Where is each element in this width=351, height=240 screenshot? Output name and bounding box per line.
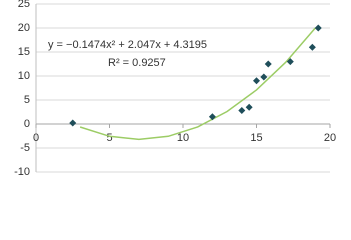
data-point xyxy=(69,119,77,127)
y-tick-label: 20 xyxy=(18,22,30,34)
y-tick-label: 15 xyxy=(18,46,30,58)
y-tick-label: 0 xyxy=(24,118,30,130)
y-tick-label: 10 xyxy=(18,70,30,82)
y-tick-label: -10 xyxy=(14,166,30,178)
data-point xyxy=(245,103,253,111)
x-tick-label: 15 xyxy=(250,132,262,144)
x-tick-label: 20 xyxy=(324,132,336,144)
data-point xyxy=(314,24,322,32)
y-tick-label: 5 xyxy=(24,94,30,106)
data-point xyxy=(264,60,272,68)
data-point xyxy=(253,77,260,85)
r-squared: R² = 0.9257 xyxy=(108,57,166,69)
data-point xyxy=(286,58,294,66)
trendline xyxy=(79,27,316,141)
y-tick-label: -5 xyxy=(20,142,30,154)
data-point xyxy=(260,73,268,81)
chart: y = −0.1474x² + 2.047x + 4.3195 R² = 0.9… xyxy=(14,0,336,178)
x-tick-label: 5 xyxy=(106,132,112,144)
trend-equation: y = −0.1474x² + 2.047x + 4.3195 xyxy=(48,39,207,51)
data-point xyxy=(238,107,246,115)
data-point xyxy=(308,43,316,51)
y-tick-label: 25 xyxy=(18,0,30,10)
x-tick-label: 0 xyxy=(33,132,39,144)
data-point xyxy=(208,113,216,121)
x-tick-label: 10 xyxy=(177,132,189,144)
